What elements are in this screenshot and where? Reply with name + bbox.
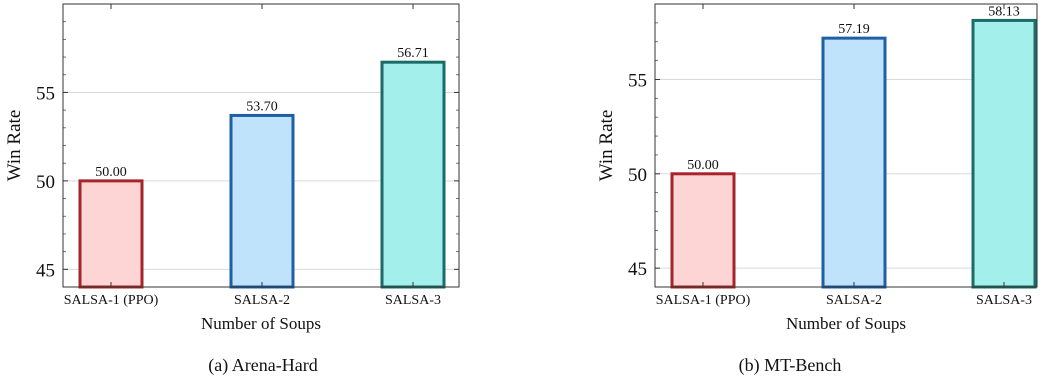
plot-frame — [654, 3, 1038, 288]
bar-value-label: 58.13 — [988, 4, 1020, 19]
x-tick-label: SALSA-3 — [976, 293, 1032, 308]
y-tick-label: 50 — [628, 165, 647, 186]
x-axis-label: Number of Soups — [786, 314, 906, 333]
bar-value-label: 53.70 — [246, 99, 278, 114]
y-axis-label: Win Rate — [596, 110, 617, 182]
bar — [229, 113, 295, 289]
bar-value-label: 50.00 — [687, 158, 719, 173]
chart-caption: (a) Arena-Hard — [208, 355, 318, 375]
y-axis-label: Win Rate — [4, 110, 25, 182]
chart-panel-mt-bench: 45 50 55 50.00 SALSA-1 (PPO) 57.19 SALSA-2 58.1… — [527, 0, 1053, 381]
y-tick-label: 45 — [36, 260, 55, 281]
chart-caption: (b) MT-Bench — [738, 355, 842, 375]
x-tick-label: SALSA-2 — [826, 293, 882, 308]
chart-panel-arena-hard: 45 50 55 50.00 SALSA-1 (PPO) 53.70 SALSA-2 56.7… — [0, 0, 526, 381]
x-tick-label: SALSA-1 (PPO) — [656, 293, 751, 308]
x-tick-label: SALSA-2 — [234, 293, 290, 308]
x-tick-label: SALSA-3 — [385, 293, 441, 308]
y-tick-label: 55 — [628, 70, 647, 91]
bar-value-label: 56.71 — [397, 46, 429, 61]
plot-frame — [62, 3, 460, 288]
bar — [78, 179, 144, 289]
bar — [971, 18, 1037, 289]
bar — [380, 60, 446, 289]
bar-value-label: 50.00 — [95, 165, 127, 180]
bar-value-label: 57.19 — [838, 22, 870, 37]
x-axis-label: Number of Soups — [201, 314, 321, 333]
bar-chart-arena-hard: 45 50 55 50.00 SALSA-1 (PPO) 53.70 SALSA-2 56.7… — [4, 3, 460, 333]
y-tick-label: 55 — [36, 83, 55, 104]
bar — [821, 36, 887, 289]
y-tick-label: 45 — [628, 259, 647, 280]
x-tick-label: SALSA-1 (PPO) — [64, 293, 159, 308]
y-tick-label: 50 — [36, 172, 55, 193]
bar-chart-mt-bench: 45 50 55 50.00 SALSA-1 (PPO) 57.19 SALSA-2 58.1… — [596, 3, 1038, 333]
bar — [670, 172, 736, 289]
